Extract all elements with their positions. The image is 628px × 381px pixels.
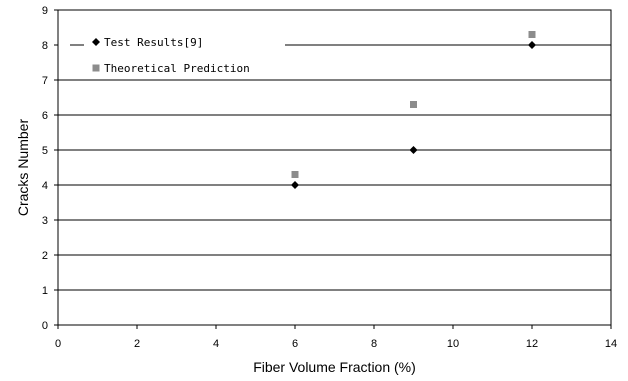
theoretical-point [291,171,299,178]
test-result-point [291,181,299,189]
y-tick-label: 0 [42,320,48,332]
test-result-point [528,41,536,49]
legend-entry-label: Theoretical Prediction [104,62,250,75]
legend: Test Results[9] Theoretical Prediction [92,36,250,75]
x-tick-label: 4 [213,338,219,350]
y-axis-ticks: 0 1 2 3 4 5 6 7 8 9 [42,5,58,332]
y-tick-label: 3 [42,215,48,227]
legend-square-marker [92,64,100,72]
data-points [291,31,536,189]
theoretical-point [410,101,417,108]
y-tick-label: 9 [42,5,48,17]
x-tick-label: 6 [292,338,298,350]
legend-diamond-marker [92,38,100,46]
theoretical-point [528,31,536,38]
x-tick-label: 10 [447,338,459,350]
y-tick-label: 4 [42,180,48,192]
legend-entry-label: Test Results[9] [104,36,203,49]
x-tick-label: 2 [134,338,140,350]
x-tick-label: 12 [526,338,538,350]
y-tick-label: 2 [42,250,48,262]
gridlines [58,44,611,291]
plot-area [57,9,612,326]
x-tick-label: 14 [605,338,617,350]
y-tick-label: 1 [42,285,48,297]
y-tick-label: 7 [42,75,48,87]
y-tick-label: 8 [42,40,48,52]
test-result-point [409,146,418,154]
y-axis-label: Cracks Number [15,119,31,217]
x-tick-label: 0 [55,338,61,350]
y-tick-label: 5 [42,145,48,157]
x-tick-label: 8 [371,338,377,350]
x-axis-ticks: 0 2 4 6 8 10 12 14 [55,325,617,350]
y-tick-label: 6 [42,110,48,122]
x-axis-label: Fiber Volume Fraction (%) [253,359,416,375]
